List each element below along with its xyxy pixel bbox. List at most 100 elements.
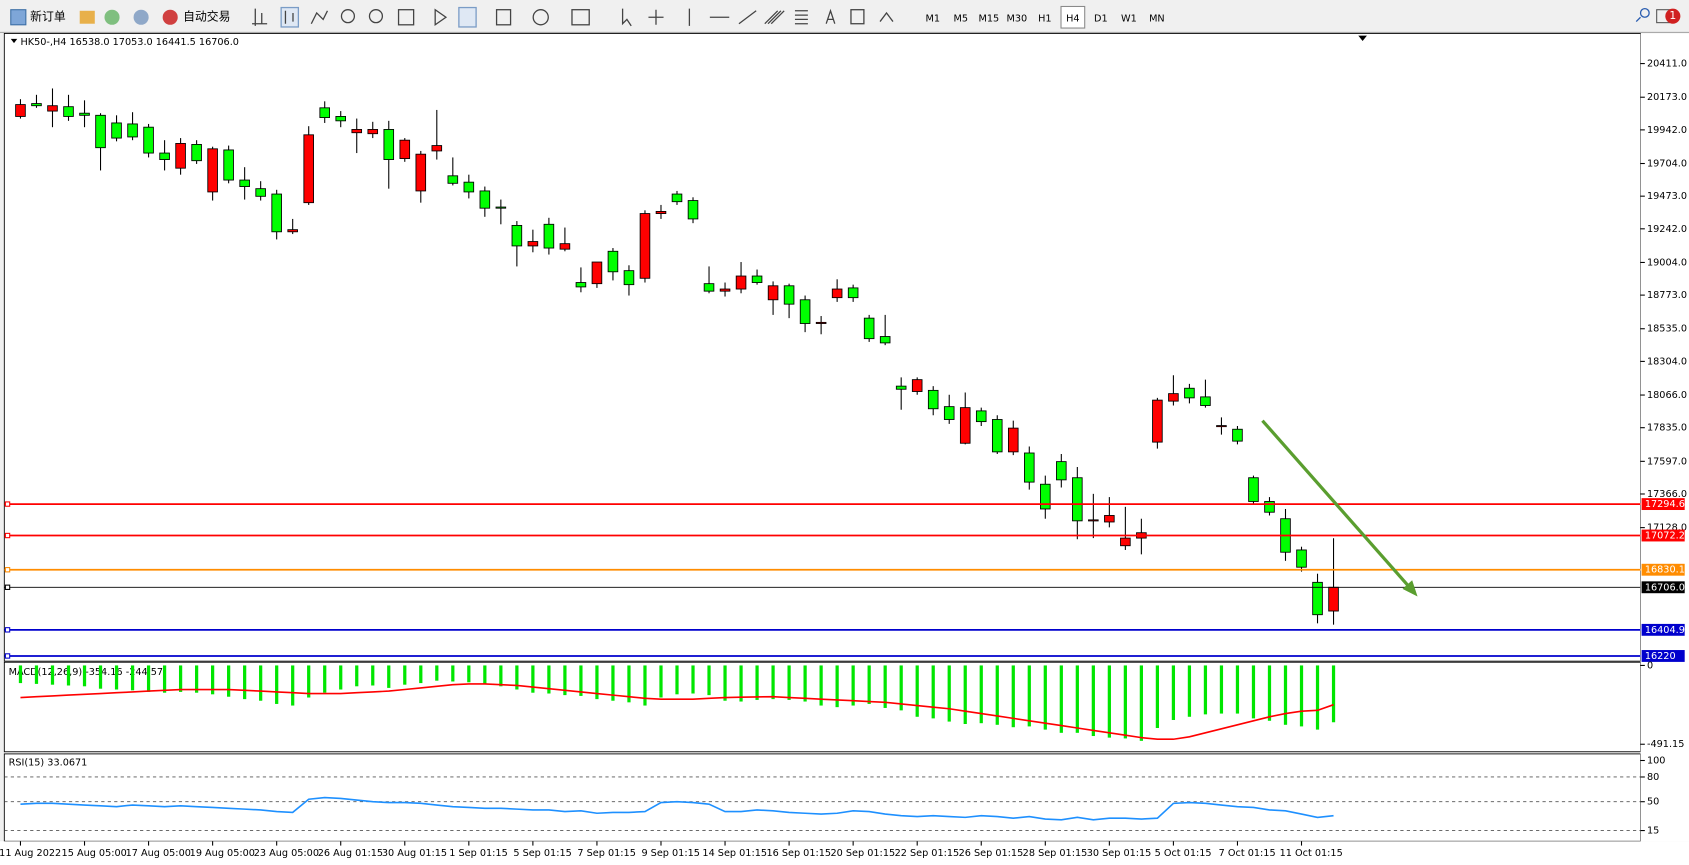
label-button[interactable] [850,9,865,25]
macd-bar [1219,665,1224,714]
macd-bar [178,665,183,692]
shift-button[interactable] [458,6,477,28]
crosshair-button[interactable] [648,9,664,25]
zoom-out-button[interactable] [368,9,384,24]
signal-line [20,683,1334,741]
notification-badge[interactable] [1665,8,1681,24]
candle-body [783,285,795,305]
level-handle [4,501,11,507]
macd-bar [483,665,487,684]
macd-bar [1251,665,1256,719]
candle-body [927,389,939,410]
shift-marker[interactable] [1358,35,1367,41]
macd-bar [1299,665,1304,727]
signal-value: -244.57 [126,667,163,678]
cursor-button[interactable] [621,8,632,27]
macd-bar [947,665,951,722]
channel-button[interactable] [764,10,785,25]
x-tick-label: 5 Sep 01:15 [513,848,571,859]
level-label: 17294.6 [1645,499,1685,510]
auto-trading-button[interactable]: 自动交易 [183,10,230,24]
indicators-button[interactable] [495,9,512,26]
symbol-menu-arrow[interactable] [10,38,18,44]
macd-bar [755,665,759,700]
timeframe-button[interactable]: M30 [1007,13,1028,24]
arrows-button[interactable] [879,11,894,22]
timeframe-button[interactable]: W1 [1121,13,1137,24]
periods-button[interactable] [532,9,549,26]
macd-bar [1075,665,1079,733]
rsi-line [20,796,1334,821]
macd-bar [915,665,919,717]
y-tick-label: 18773.0 [1647,290,1687,301]
auto-trading-icon[interactable] [162,9,178,25]
macd-bar [563,665,567,696]
candle-body [847,287,859,299]
fibo-button[interactable] [794,10,808,25]
macd-bar [114,665,119,690]
candle-body [591,261,603,285]
tile-button[interactable] [397,9,415,26]
macd-bar [627,665,631,703]
zoom-in-button[interactable] [340,9,356,24]
timeframe-button[interactable]: H1 [1038,13,1051,24]
trendline-button[interactable] [738,10,757,25]
icon[interactable] [133,9,149,25]
macd-bar [419,665,423,684]
templates-button[interactable] [571,9,590,26]
timeframe-button[interactable]: M5 [954,13,969,24]
macd-bar [1187,665,1192,717]
candle-button[interactable] [280,6,300,28]
candle-body [207,148,218,193]
candle-body [1216,425,1227,428]
candle-body [111,122,122,139]
candle-body [335,116,347,122]
macd-bar [1203,665,1208,715]
timeframe-button[interactable]: H4 [1066,13,1079,24]
macd-bar [1091,665,1095,737]
candle-body [687,200,699,220]
timeframe-button[interactable]: MN [1149,13,1165,24]
candle-body [991,419,1003,453]
bar-chart-button[interactable] [252,8,268,26]
timeframe-button[interactable]: M15 [979,13,1000,24]
timeframe-button[interactable]: M1 [926,13,941,24]
candle-body [15,104,26,117]
candle-body [95,114,106,149]
macd-bar [1171,665,1176,720]
active-timeframe [1060,5,1086,29]
macd-header: MACD(12,26,9) -354.16 -244.57 [9,667,163,678]
x-tick-label: 28 Sep 01:15 [1023,848,1088,859]
y-tick-label: 80 [1647,772,1659,783]
candle-body [175,143,186,169]
macd-bar [1059,665,1063,733]
macd-bar [82,665,87,687]
plots: 20411.0 20173.0 19942.0 19704.0 19473.0 19242… [0,59,1687,860]
x-tick-label: 16 Sep 01:15 [766,848,831,859]
line-chart-button[interactable] [310,10,329,25]
candle-body [639,213,651,279]
candle-body [1328,586,1339,612]
price-axis [1640,33,1689,842]
tool-icons [252,6,1650,28]
autoscroll-button[interactable] [434,8,448,27]
new-order-icon[interactable] [10,9,27,26]
timeframe-button[interactable]: D1 [1094,13,1108,24]
icon[interactable] [104,9,120,25]
search-button[interactable] [1635,7,1650,23]
candle-body [543,223,555,249]
new-order-button[interactable]: 新订单 [30,10,66,24]
macd-bar [803,665,807,702]
macd-bar [771,665,775,700]
macd-bar [611,665,615,701]
text-button[interactable] [825,8,836,24]
icon[interactable] [79,10,95,24]
macd-bar [1267,665,1272,721]
candle-body [287,229,298,233]
candle-body [447,175,459,184]
level-label-bg [1641,650,1685,662]
macd-bar [1155,665,1160,729]
level-label-bg [1641,623,1685,636]
candle-body [559,243,571,250]
y-tick-label: 18066.0 [1647,390,1687,401]
